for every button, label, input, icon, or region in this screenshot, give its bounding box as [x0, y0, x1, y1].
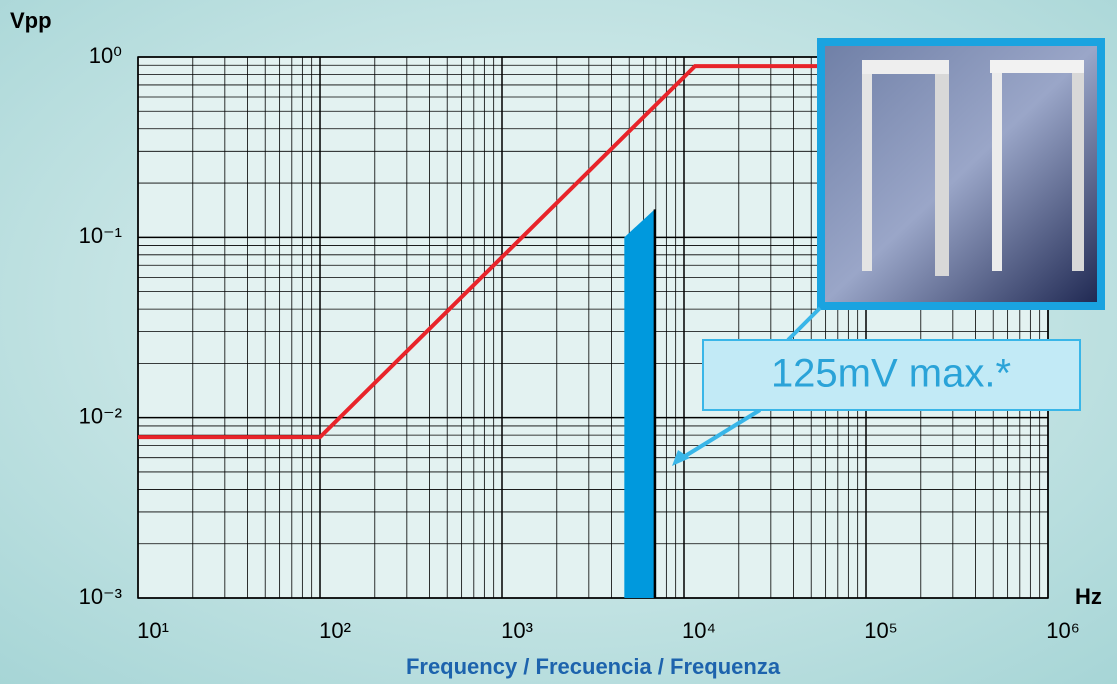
x-unit: Hz [1075, 584, 1102, 609]
x-tick-label: 10⁴ [682, 618, 716, 643]
y-tick-label: 10⁰ [89, 43, 122, 68]
y-tick-label: 10⁻³ [79, 584, 122, 609]
x-tick-label: 10⁵ [864, 618, 898, 643]
y-tick-label: 10⁻² [79, 403, 122, 428]
annotation: 125mV max.* [771, 352, 1011, 396]
x-tick-label: 10⁶ [1046, 618, 1080, 643]
x-tick-label: 10² [319, 618, 351, 643]
x-axis-title: Frequency / Frecuencia / Frequenza [406, 654, 781, 679]
frequency-band [624, 209, 654, 598]
chart: Vpp Hz Frequency / Frecuencia / Frequenz… [0, 0, 1117, 684]
x-tick-label: 10³ [501, 618, 533, 643]
product-photo [821, 42, 1101, 306]
y-unit: Vpp [10, 8, 52, 33]
x-tick-label: 10¹ [137, 618, 169, 643]
y-tick-label: 10⁻¹ [79, 223, 122, 248]
